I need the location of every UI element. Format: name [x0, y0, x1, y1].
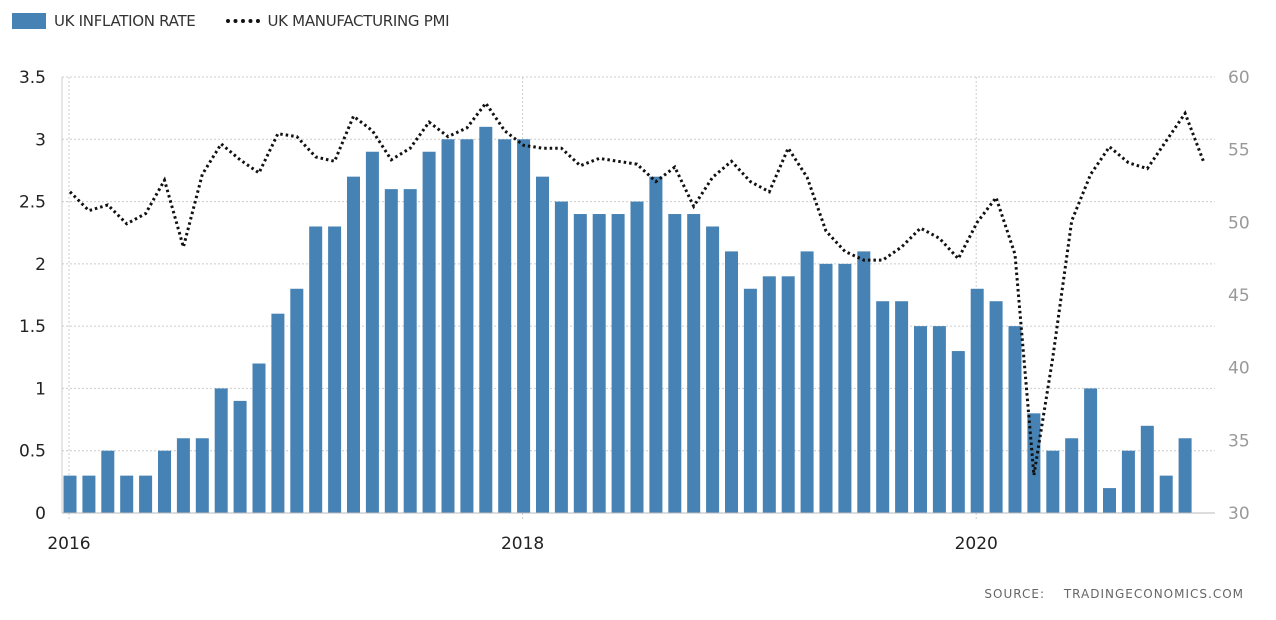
x-tick-label: 2016 [47, 534, 90, 554]
inflation-bar [970, 288, 984, 513]
inflation-bar [1103, 488, 1116, 513]
inflation-bar [781, 276, 795, 513]
inflation-bar [158, 450, 171, 513]
inflation-bar [63, 475, 77, 513]
inflation-bar [649, 176, 663, 513]
legend-swatch-bar [12, 13, 46, 29]
y-left-tick-label: 0 [35, 504, 46, 524]
x-tick-label: 2018 [501, 534, 544, 554]
y-left-tick-label: 2.5 [19, 193, 46, 213]
inflation-bar [479, 126, 493, 513]
inflation-bar [195, 438, 209, 513]
inflation-bar [725, 251, 738, 513]
y-right-tick-label: 45 [1228, 286, 1250, 306]
legend-label-inflation: UK INFLATION RATE [54, 12, 196, 30]
inflation-bar [271, 313, 285, 513]
inflation-bar [233, 400, 247, 513]
pmi-line [68, 100, 1206, 476]
y-right-tick-label: 30 [1228, 504, 1250, 524]
inflation-bar [706, 226, 720, 513]
legend-item-pmi[interactable]: UK MANUFACTURING PMI [225, 12, 450, 30]
inflation-bar [365, 151, 379, 513]
y-left-tick-label: 3.5 [19, 68, 46, 88]
inflation-bar [82, 475, 96, 513]
y-left-tick-label: 1.5 [19, 317, 46, 337]
inflation-bar [743, 288, 757, 513]
inflation-bar [1178, 438, 1192, 513]
y-right-tick-label: 55 [1228, 141, 1250, 161]
inflation-bar [914, 326, 927, 513]
x-tick-label: 2020 [955, 534, 998, 554]
inflation-bar [668, 214, 682, 513]
inflation-bar [309, 226, 323, 513]
inflation-bar [573, 214, 587, 513]
legend-label-pmi: UK MANUFACTURING PMI [267, 12, 450, 30]
inflation-bar [762, 276, 776, 513]
inflation-bar [1121, 450, 1135, 513]
inflation-bar [517, 139, 531, 514]
inflation-bar [1008, 326, 1022, 513]
legend-item-inflation[interactable]: UK INFLATION RATE [12, 12, 196, 30]
inflation-bar [120, 475, 134, 513]
inflation-bar [554, 201, 568, 514]
inflation-bar [176, 438, 190, 513]
y-left-tick-label: 2 [35, 255, 46, 275]
inflation-bar [1159, 475, 1173, 513]
inflation-bar [290, 288, 304, 513]
y-right-tick-label: 50 [1228, 213, 1250, 233]
legend: UK INFLATION RATE UK MANUFACTURING PMI [12, 12, 479, 30]
inflation-bar [498, 139, 512, 514]
inflation-bar [328, 226, 342, 513]
inflation-bar [252, 363, 266, 513]
inflation-bar [630, 201, 644, 514]
inflation-bar [214, 388, 228, 513]
inflation-bar [838, 263, 852, 513]
inflation-bar [139, 475, 153, 513]
source-label: SOURCE: [984, 587, 1046, 601]
y-left-tick-label: 3 [35, 130, 46, 150]
inflation-bar [895, 301, 909, 513]
y-right-tick-label: 60 [1228, 68, 1250, 88]
inflation-bar [857, 251, 871, 513]
inflation-bar [441, 139, 455, 514]
inflation-bar [347, 176, 360, 513]
inflation-bar [1084, 388, 1098, 513]
inflation-bar [1140, 425, 1154, 513]
y-right-tick-label: 35 [1228, 431, 1250, 451]
inflation-bar [1046, 450, 1060, 513]
inflation-bar [876, 301, 890, 513]
inflation-bar [101, 450, 115, 513]
y-left-tick-label: 1 [35, 379, 46, 399]
inflation-bar [611, 214, 625, 513]
inflation-bar [819, 263, 833, 513]
inflation-bar [932, 326, 946, 513]
inflation-bar [403, 189, 417, 513]
inflation-bar [384, 189, 398, 513]
inflation-bar [989, 301, 1003, 513]
y-left-tick-label: 0.5 [19, 442, 46, 462]
inflation-bar [536, 176, 549, 513]
inflation-bar [1065, 438, 1079, 513]
inflation-bar [592, 214, 606, 513]
legend-swatch-dotted-line [225, 19, 260, 23]
y-right-tick-label: 40 [1228, 359, 1250, 379]
inflation-bar [800, 251, 814, 513]
source-site[interactable]: TRADINGECONOMICS.COM [1063, 587, 1244, 601]
source-attribution: SOURCE: TRADINGECONOMICS.COM [984, 587, 1244, 601]
inflation-bar [687, 214, 701, 513]
inflation-bar [951, 351, 965, 513]
inflation-bar [422, 151, 436, 513]
inflation-bar [460, 139, 474, 514]
